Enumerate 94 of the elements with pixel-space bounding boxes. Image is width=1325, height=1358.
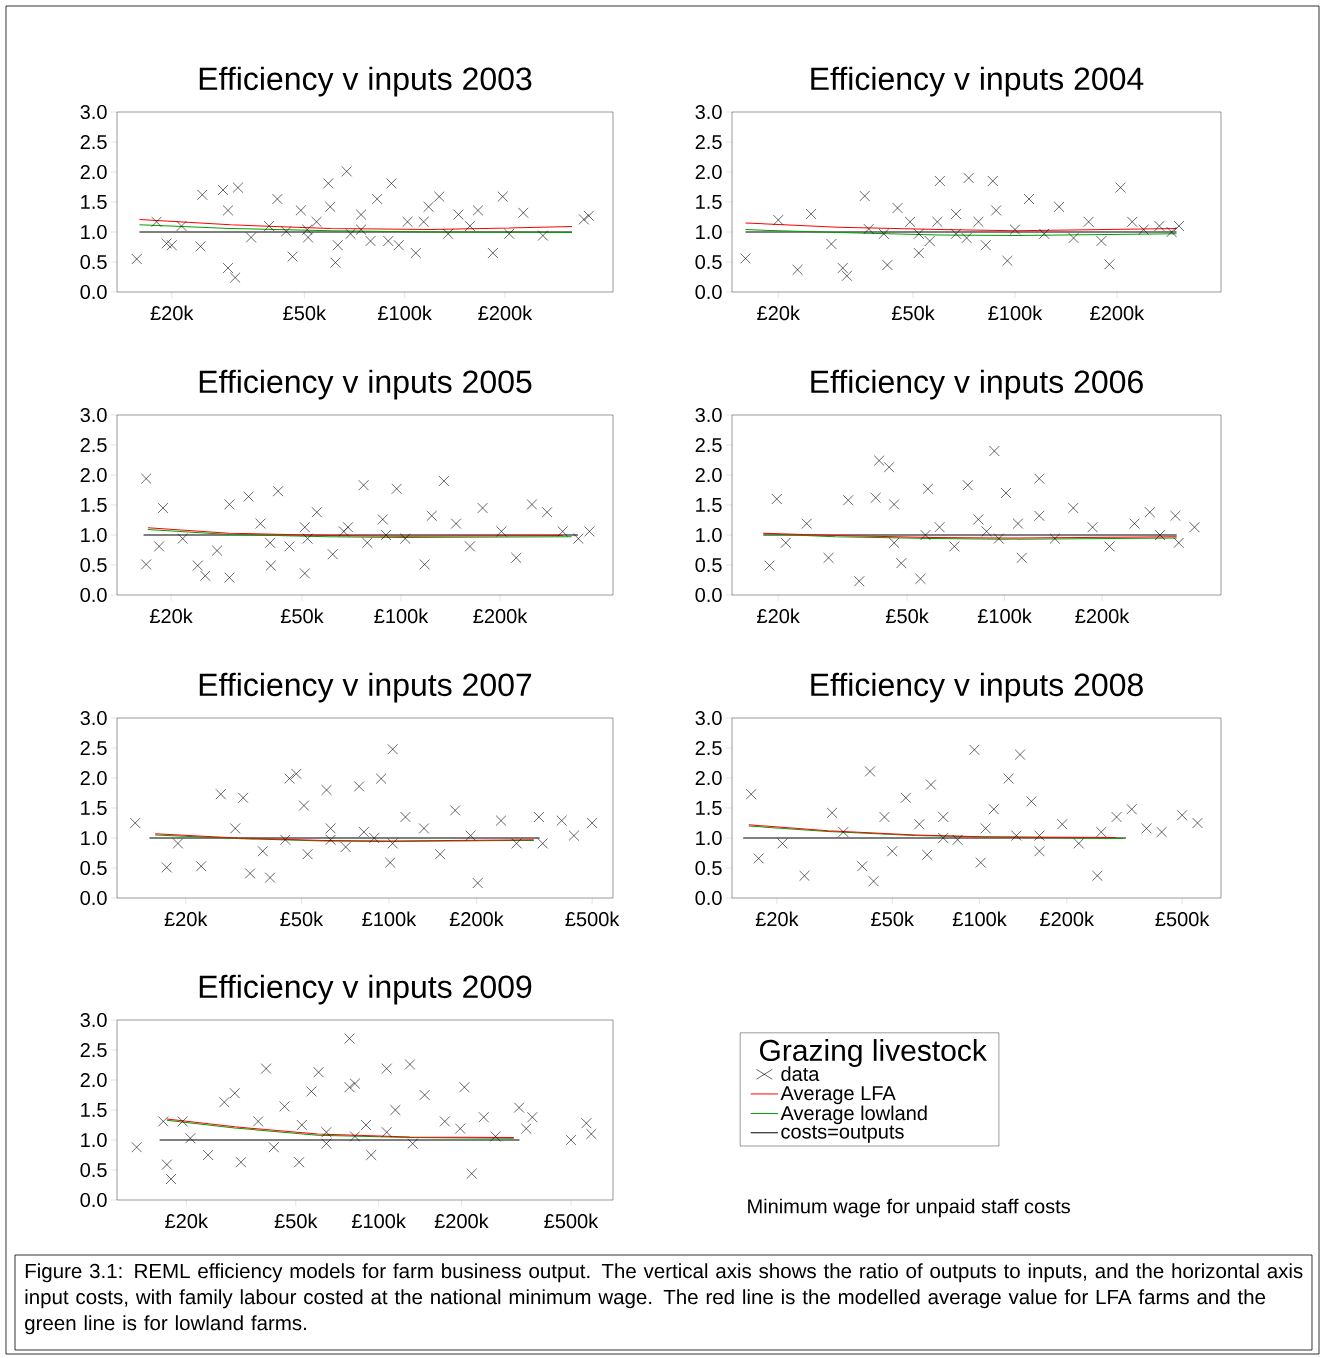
y-tick-label: 0.0 (80, 284, 107, 300)
y-tick-label: 1.0 (81, 527, 107, 543)
y-tick-label: 1.5 (696, 498, 722, 512)
y-tick-label: 1.0 (696, 527, 722, 543)
x-tick-label: £100k (362, 911, 417, 927)
y-tick-label: 0.0 (695, 890, 722, 906)
x-tick-label: £200k (473, 608, 528, 624)
x-tick-label: £200k (1040, 911, 1095, 927)
x-tick-label: £200k (1075, 608, 1130, 624)
x-tick-label: £200k (449, 911, 504, 927)
y-tick-label: 3.0 (80, 104, 107, 120)
y-tick-label: 2.5 (695, 134, 722, 150)
y-tick-label: 0.5 (80, 1162, 107, 1178)
y-tick-label: 0.5 (695, 557, 722, 573)
caption: Figure 3.1: REML efficiency models for farm business output. The vertical axis shows the ratio of outputs to inputs, and the horizontal axis input costs, with family labour costed at the national minimum wage. The red line is the modelled average value for LFA farms and the green line is for lowland farms. (25, 1263, 1303, 1335)
x-tick-label: £20k (164, 911, 208, 927)
x-tick-label: £200k (478, 305, 533, 321)
x-tick-label: £20k (165, 1213, 208, 1229)
chart-title: Efficiency v inputs 2006 (811, 369, 1143, 400)
y-tick-label: 1.0 (696, 224, 722, 240)
y-tick-label: 2.5 (695, 437, 722, 453)
text: Minimum wage for unpaid staff costs (748, 1198, 1070, 1218)
x-tick-label: £100k (952, 911, 1007, 927)
legend-label: data (781, 1066, 820, 1081)
y-tick-label: 3.0 (695, 407, 722, 423)
y-tick-label: 2.0 (695, 467, 722, 483)
legend-label: Average lowland (780, 1105, 927, 1125)
chart-title: Efficiency v inputs 2007 (199, 672, 532, 703)
y-tick-label: 1.0 (696, 830, 722, 846)
y-tick-label: 1.0 (81, 1132, 107, 1148)
y-tick-label: 0.0 (80, 1192, 107, 1208)
x-tick-label: £50k (885, 608, 929, 624)
x-tick-label: £20k (149, 608, 193, 624)
y-tick-label: 1.0 (81, 830, 107, 846)
x-tick-label: £100k (377, 305, 432, 321)
y-tick-label: 2.0 (80, 164, 107, 180)
x-tick-label: £50k (871, 911, 914, 927)
x-tick-label: £20k (150, 305, 194, 321)
y-tick-label: 2.5 (80, 740, 107, 756)
legend-label: costs=outputs (781, 1125, 904, 1143)
y-tick-label: 3.0 (695, 710, 722, 726)
y-tick-label: 1.5 (696, 195, 722, 209)
y-tick-label: 3.0 (80, 407, 107, 423)
y-tick-label: 2.0 (80, 770, 107, 786)
y-tick-label: 2.5 (80, 1042, 107, 1058)
x-tick-label: £50k (891, 305, 935, 321)
y-tick-label: 1.5 (81, 498, 107, 512)
chart-title: Efficiency v inputs 2004 (811, 66, 1144, 97)
chart-title: Efficiency v inputs 2005 (199, 369, 532, 400)
x-tick-label: £20k (755, 911, 799, 927)
chart-title: Efficiency v inputs 2003 (199, 66, 532, 97)
x-tick-label: £50k (280, 911, 324, 927)
y-tick-label: 1.5 (81, 1103, 107, 1117)
y-tick-label: 0.5 (80, 557, 107, 573)
y-tick-label: 0.5 (80, 860, 107, 876)
x-tick-label: £100k (351, 1213, 406, 1229)
y-tick-label: 2.0 (80, 1072, 107, 1088)
x-tick-label: £200k (1090, 305, 1145, 321)
y-tick-label: 0.0 (80, 890, 107, 906)
x-tick-label: £20k (757, 608, 800, 624)
y-tick-label: 1.5 (81, 195, 107, 209)
legend-title: Grazing livestock (760, 1039, 987, 1068)
x-tick-label: £100k (988, 305, 1043, 321)
x-tick-label: £20k (757, 305, 800, 321)
x-tick-label: £500k (1155, 911, 1210, 927)
x-tick-label: £50k (274, 1213, 318, 1229)
legend-label: Average LFA (780, 1086, 896, 1105)
y-tick-label: 0.5 (80, 254, 107, 270)
y-tick-label: 3.0 (695, 104, 722, 120)
y-tick-label: 2.0 (695, 164, 722, 180)
x-tick-label: £500k (544, 1213, 599, 1229)
x-tick-label: £50k (280, 608, 324, 624)
y-tick-label: 0.0 (695, 284, 722, 300)
chart-title: Efficiency v inputs 2008 (811, 672, 1143, 703)
y-tick-label: 2.5 (695, 740, 722, 756)
y-tick-label: 0.0 (80, 587, 107, 603)
x-tick-label: £100k (977, 608, 1032, 624)
y-tick-label: 2.5 (80, 437, 107, 453)
chart-title: Efficiency v inputs 2009 (199, 974, 532, 1005)
y-tick-label: 1.0 (81, 224, 107, 240)
x-tick-label: £500k (565, 911, 620, 927)
y-tick-label: 0.0 (695, 587, 722, 603)
x-tick-label: £100k (374, 608, 429, 624)
x-tick-label: £200k (434, 1213, 489, 1229)
y-tick-label: 0.5 (695, 860, 722, 876)
y-tick-label: 2.0 (695, 770, 722, 786)
y-tick-label: 3.0 (80, 1012, 107, 1028)
y-tick-label: 1.5 (696, 801, 722, 815)
y-tick-label: 1.5 (81, 801, 107, 815)
x-tick-label: £50k (283, 305, 327, 321)
y-tick-label: 2.5 (80, 134, 107, 150)
y-tick-label: 2.0 (80, 467, 107, 483)
y-tick-label: 3.0 (80, 710, 107, 726)
y-tick-label: 0.5 (695, 254, 722, 270)
